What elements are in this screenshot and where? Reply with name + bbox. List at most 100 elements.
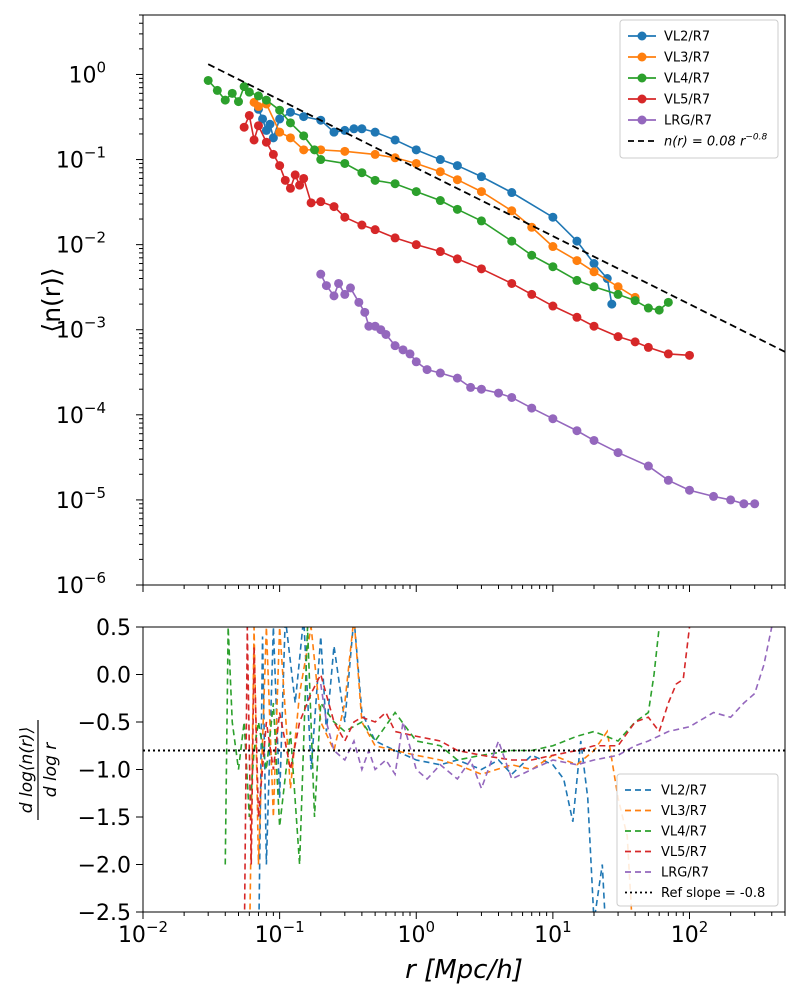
bottom-y-axis-label: d log⟨n(r)⟩ d log r — [17, 720, 61, 820]
data-point — [370, 127, 380, 137]
data-point — [643, 303, 653, 313]
legend-entry-lrg-r7: LRG/R7 — [625, 866, 709, 881]
top-y-tick-label: 10−5 — [56, 484, 106, 514]
legend-entry-vl3-r7: VL3/R7 — [628, 51, 710, 66]
bottom-y-tick-labels: 0.5 0.0 −0.5 −1.0 −1.5 −2.0 −2.5 — [78, 616, 131, 926]
top-axes-frame — [142, 14, 786, 586]
data-point — [507, 188, 517, 198]
bottom-x-axis-label: r [Mpc/h] — [405, 955, 523, 985]
data-point — [527, 289, 537, 299]
bottom-y-tick-label: −2.0 — [78, 854, 131, 879]
bottom-y-tick-label: −0.5 — [78, 711, 131, 736]
data-point — [364, 321, 374, 331]
data-point — [316, 197, 326, 207]
data-point — [452, 161, 462, 171]
data-point — [258, 114, 268, 124]
data-point — [643, 342, 653, 352]
data-point — [360, 307, 370, 317]
data-point — [507, 278, 517, 288]
legend-entry-lrg-r7: LRG/R7 — [628, 114, 712, 129]
data-point — [572, 236, 582, 246]
data-point — [572, 426, 582, 436]
data-point — [435, 167, 445, 177]
data-point — [329, 202, 339, 212]
top-panel: 100 10−1 10−2 10−3 10−4 10−5 10−6 ⟨n(r)⟩ VL2/R… — [37, 14, 786, 599]
data-point — [370, 175, 380, 185]
data-point — [239, 122, 249, 132]
legend-label: VL3/R7 — [661, 804, 707, 819]
data-point — [340, 158, 350, 168]
top-y-tick-label: 10−4 — [56, 399, 106, 429]
series-vl5-r7 — [243, 627, 691, 912]
data-point — [357, 220, 367, 230]
data-point — [726, 495, 736, 505]
data-point — [244, 87, 254, 97]
data-point — [203, 75, 213, 85]
data-point — [476, 187, 486, 197]
data-point — [340, 146, 350, 156]
legend-box — [619, 19, 779, 159]
legend-label: VL4/R7 — [661, 825, 707, 840]
legend-entry-n-r-0-08-r-0-8: n(r) = 0.08 r−0.8 — [628, 133, 767, 150]
data-point — [253, 121, 263, 131]
data-point — [299, 131, 309, 141]
data-point — [390, 135, 400, 145]
series-vl3-r7 — [249, 627, 633, 912]
data-point — [299, 112, 309, 122]
data-point — [340, 212, 350, 222]
data-point — [411, 187, 421, 197]
data-point — [476, 216, 486, 226]
data-point — [435, 196, 445, 206]
data-point — [411, 158, 421, 168]
data-point — [476, 172, 486, 182]
bottom-x-tick-label: 101 — [534, 918, 572, 948]
series-line — [243, 627, 691, 912]
data-point — [340, 289, 350, 299]
series-vl2-r7 — [253, 104, 617, 309]
legend-marker — [637, 31, 647, 41]
bottom-x-tick-labels: 10−2 10−1 100 101 102 — [118, 918, 708, 948]
data-point — [613, 332, 623, 342]
data-point — [507, 392, 517, 402]
data-point — [227, 88, 237, 98]
series-vl4-r7 — [224, 627, 660, 865]
series-vl5-r7 — [239, 110, 695, 360]
bottom-x-tick-label: 10−1 — [255, 918, 305, 948]
data-point — [435, 368, 445, 378]
data-point — [280, 175, 290, 185]
data-point — [613, 289, 623, 299]
series-n-r-0-08-r-0-8 — [207, 63, 785, 353]
bottom-y-tick-label: 0.5 — [96, 616, 131, 641]
data-point — [354, 297, 364, 307]
data-point — [381, 329, 391, 339]
data-point — [411, 145, 421, 155]
data-point — [275, 127, 285, 137]
data-point — [548, 262, 558, 272]
data-point — [295, 180, 305, 190]
data-point — [685, 350, 695, 360]
data-point — [572, 256, 582, 266]
data-point — [329, 291, 339, 301]
legend-marker — [637, 73, 647, 83]
legend-entry-vl3-r7: VL3/R7 — [625, 804, 707, 819]
legend-marker — [637, 94, 647, 104]
legend-label: LRG/R7 — [661, 866, 709, 881]
data-point — [357, 168, 367, 178]
legend-marker — [637, 52, 647, 62]
data-point — [268, 133, 278, 143]
data-point — [507, 236, 517, 246]
legend-label: n(r) = 0.08 r−0.8 — [664, 133, 767, 150]
data-point — [643, 461, 653, 471]
data-point — [452, 373, 462, 383]
data-point — [548, 301, 558, 311]
top-y-tick-label: 10−3 — [56, 314, 106, 344]
top-legend: VL2/R7 VL3/R7 VL4/R7 VL5/R7 LRG/R7 n(r) = 0.0… — [619, 19, 779, 159]
bottom-legend: VL2/R7 VL3/R7 VL4/R7 VL5/R7 LRG/R7 Ref slope … — [616, 773, 779, 907]
legend-label: VL3/R7 — [664, 51, 710, 66]
data-point — [435, 155, 445, 165]
data-point — [285, 107, 295, 117]
data-point — [607, 299, 617, 309]
data-point — [589, 267, 599, 277]
data-point — [654, 305, 664, 315]
